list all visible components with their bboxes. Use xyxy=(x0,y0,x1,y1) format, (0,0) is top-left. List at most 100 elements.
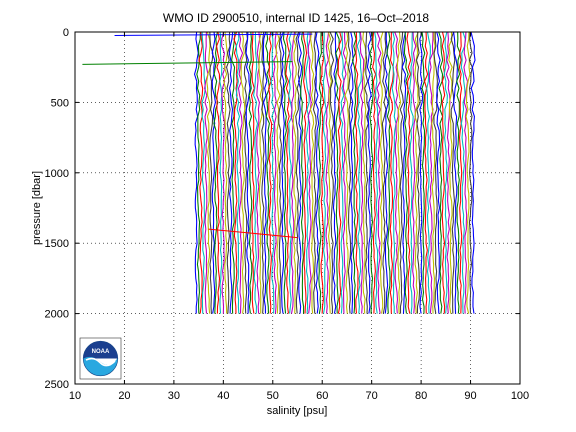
x-axis-label: salinity [psu] xyxy=(267,405,328,417)
profile-line xyxy=(198,31,204,314)
profile-line xyxy=(415,31,421,314)
plot-frame xyxy=(74,31,521,385)
profile-line xyxy=(414,31,419,314)
y-axis-label: pressure [dbar] xyxy=(31,171,43,245)
profile-line xyxy=(409,31,414,314)
profile-line xyxy=(465,31,471,314)
profile-line xyxy=(315,31,320,314)
profile-line xyxy=(433,31,439,314)
profile-line xyxy=(337,31,343,314)
profile-line xyxy=(193,31,199,314)
profile-line xyxy=(445,31,451,314)
profile-line xyxy=(468,31,473,314)
profile-line xyxy=(223,31,228,314)
profile-line xyxy=(319,31,325,314)
profile-line xyxy=(302,31,308,314)
profile-line xyxy=(213,31,219,314)
profile-line xyxy=(431,31,436,314)
x-tick-label: 80 xyxy=(415,390,427,402)
profile-lines xyxy=(193,31,476,314)
profile-line xyxy=(292,31,297,314)
x-axis-ticks: 10 20 30 40 50 60 70 80 90 100 xyxy=(69,32,529,402)
profile-line xyxy=(381,31,387,314)
profile-line xyxy=(278,31,283,314)
profile-line xyxy=(384,31,389,314)
profile-line xyxy=(196,31,201,314)
profile-line xyxy=(456,31,461,314)
profile-line xyxy=(450,31,456,314)
profile-line xyxy=(332,31,338,314)
profile-line xyxy=(391,31,397,314)
profile-line xyxy=(288,31,293,314)
y-tick-label: 1000 xyxy=(45,168,69,180)
profile-line xyxy=(226,31,231,314)
profile-line xyxy=(285,31,290,314)
x-tick-label: 30 xyxy=(168,390,180,402)
noaa-logo-icon: NOAA xyxy=(79,337,122,380)
profile-line xyxy=(245,31,251,314)
profile-line xyxy=(412,31,417,314)
profile-line xyxy=(426,31,431,314)
profile-line xyxy=(309,31,315,314)
x-tick-label: 50 xyxy=(267,390,279,402)
profile-line xyxy=(305,31,310,314)
profile-line xyxy=(256,31,261,314)
profile-line xyxy=(240,31,246,314)
x-tick-label: 100 xyxy=(511,390,529,402)
y-tick-label: 2500 xyxy=(45,379,69,391)
profile-line xyxy=(318,31,322,314)
profile-line xyxy=(448,31,453,314)
profile-line xyxy=(399,31,404,314)
y-axis-ticks: 0 500 1000 1500 2000 2500 xyxy=(45,27,520,391)
profile-line xyxy=(322,31,327,314)
profile-line xyxy=(275,31,281,314)
profile-line xyxy=(265,31,271,314)
profile-line xyxy=(312,31,317,314)
profile-line xyxy=(424,31,429,314)
profile-line xyxy=(401,31,407,314)
profile-line xyxy=(443,31,448,314)
profile-line xyxy=(325,31,330,314)
profile-line xyxy=(268,31,273,314)
profile-line xyxy=(250,31,255,314)
profile-line xyxy=(359,31,365,314)
profile-line xyxy=(374,31,379,314)
x-tick-label: 20 xyxy=(118,390,130,402)
profile-line xyxy=(362,31,367,314)
profile-line xyxy=(428,31,434,314)
plot-area xyxy=(74,31,521,385)
x-tick-label: 60 xyxy=(316,390,328,402)
y-tick-label: 0 xyxy=(63,27,69,39)
profile-line xyxy=(335,31,340,314)
y-tick-label: 1500 xyxy=(45,238,69,250)
profile-line xyxy=(219,31,223,314)
profile-line xyxy=(228,31,234,314)
profile-line xyxy=(342,31,347,314)
profile-line xyxy=(364,31,370,314)
profile-line xyxy=(307,31,312,314)
profile-line xyxy=(394,31,399,314)
profile-line xyxy=(396,31,402,314)
profile-line xyxy=(235,31,241,314)
profile-line xyxy=(221,31,226,314)
x-tick-label: 70 xyxy=(366,390,378,402)
outlier-segments xyxy=(82,33,313,239)
profile-line xyxy=(206,31,211,314)
profile-line xyxy=(297,31,303,314)
profile-line xyxy=(300,31,305,314)
profile-line xyxy=(204,31,209,314)
x-tick-label: 10 xyxy=(69,390,81,402)
y-tick-label: 500 xyxy=(51,97,69,109)
profile-line xyxy=(231,31,236,314)
profile-line xyxy=(351,31,357,314)
profile-line xyxy=(421,31,426,314)
profile-line xyxy=(347,31,352,314)
profile-line xyxy=(327,31,333,314)
outlier-segment xyxy=(114,33,313,37)
x-tick-label: 40 xyxy=(217,390,229,402)
profile-line xyxy=(243,31,248,314)
profile-line xyxy=(366,31,372,314)
profile-line xyxy=(270,31,275,314)
profile-line xyxy=(262,31,268,314)
